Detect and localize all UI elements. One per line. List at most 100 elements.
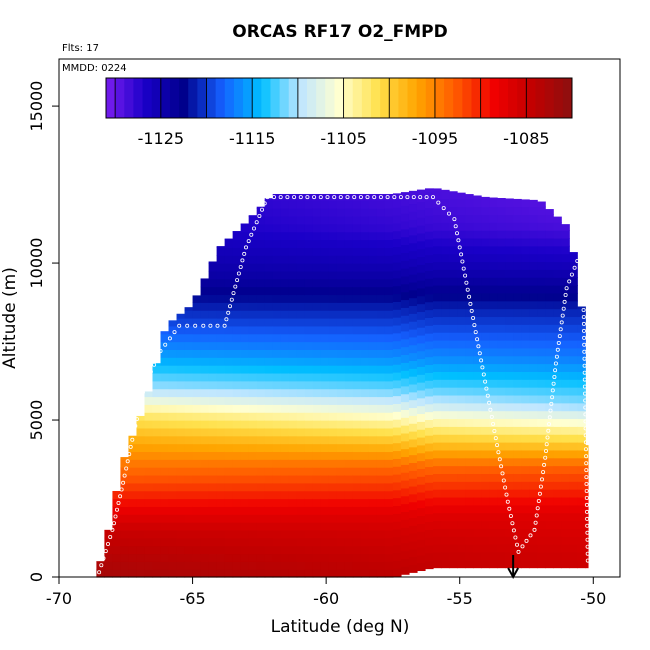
heatmap-cell bbox=[400, 385, 410, 395]
heatmap-cell bbox=[441, 222, 450, 231]
date-label: MMDD: 0224 bbox=[62, 63, 127, 74]
heatmap-cell bbox=[481, 520, 490, 529]
heatmap-cell bbox=[416, 554, 426, 564]
heatmap-cell bbox=[344, 561, 354, 570]
heatmap-cell bbox=[384, 490, 394, 500]
track-point bbox=[193, 323, 198, 328]
heatmap-cell bbox=[384, 514, 394, 523]
heatmap-cell bbox=[376, 255, 386, 264]
heatmap-cell bbox=[200, 286, 210, 296]
heatmap-cell bbox=[216, 498, 226, 507]
heatmap-cell bbox=[513, 363, 522, 372]
heatmap-cell bbox=[288, 412, 298, 421]
heatmap-cell bbox=[272, 427, 282, 437]
heatmap-cell bbox=[296, 396, 306, 405]
heatmap-cell bbox=[128, 506, 138, 515]
heatmap-cell bbox=[360, 498, 370, 507]
heatmap-cell bbox=[120, 537, 130, 547]
heatmap-cell bbox=[577, 442, 586, 451]
heatmap-cell bbox=[481, 536, 490, 545]
heatmap-cell bbox=[521, 379, 530, 388]
heatmap-cell bbox=[248, 404, 258, 413]
heatmap-cell bbox=[408, 297, 418, 307]
heatmap-cell bbox=[304, 427, 314, 437]
heatmap-cell bbox=[465, 481, 474, 490]
heatmap-cell bbox=[328, 490, 338, 500]
heatmap-cell bbox=[120, 457, 130, 460]
heatmap-cell bbox=[184, 435, 194, 445]
heatmap-cell bbox=[416, 539, 426, 548]
heatmap-cell bbox=[384, 522, 394, 531]
heatmap-cell bbox=[176, 506, 186, 515]
heatmap-cell bbox=[328, 388, 338, 398]
heatmap-cell bbox=[392, 207, 402, 216]
heatmap-cell bbox=[384, 561, 394, 570]
heatmap-cell bbox=[473, 473, 482, 482]
heatmap-cell bbox=[328, 255, 338, 264]
heatmap-cell bbox=[184, 333, 194, 343]
heatmap-cell bbox=[513, 434, 522, 443]
heatmap-cell bbox=[328, 239, 338, 248]
heatmap-cell bbox=[368, 208, 378, 217]
heatmap-cell bbox=[449, 394, 458, 404]
heatmap-cell bbox=[256, 388, 266, 398]
heatmap-cell bbox=[376, 380, 386, 390]
heatmap-cell bbox=[320, 215, 330, 225]
heatmap-cell bbox=[312, 333, 322, 343]
heatmap-cell bbox=[240, 349, 250, 358]
heatmap-cell bbox=[400, 205, 410, 214]
heatmap-cell bbox=[408, 517, 418, 526]
heatmap-cell bbox=[360, 467, 370, 476]
heatmap-cell bbox=[256, 270, 266, 280]
track-point bbox=[582, 370, 587, 375]
heatmap-cell bbox=[344, 365, 354, 374]
track-point bbox=[563, 292, 568, 297]
heatmap-cell bbox=[336, 365, 346, 374]
heatmap-cell bbox=[208, 333, 218, 343]
heatmap-cell bbox=[312, 239, 322, 248]
heatmap-cell bbox=[384, 341, 394, 350]
heatmap-cell bbox=[400, 550, 410, 560]
heatmap-cell bbox=[376, 435, 386, 445]
heatmap-cell bbox=[328, 270, 338, 280]
heatmap-cell bbox=[336, 522, 346, 531]
track-point bbox=[456, 238, 461, 243]
heatmap-cell bbox=[529, 496, 538, 506]
heatmap-cell bbox=[264, 451, 274, 460]
heatmap-cell bbox=[392, 199, 402, 208]
heatmap-cell bbox=[272, 333, 282, 343]
heatmap-cell bbox=[320, 396, 330, 405]
heatmap-cell bbox=[497, 528, 506, 537]
heatmap-cell bbox=[208, 294, 218, 303]
track-point bbox=[537, 491, 542, 496]
heatmap-cell bbox=[384, 223, 394, 233]
heatmap-cell bbox=[224, 318, 234, 327]
heatmap-cell bbox=[521, 520, 530, 529]
heatmap-cell bbox=[489, 347, 498, 357]
heatmap-cell bbox=[272, 263, 282, 272]
heatmap-cell bbox=[296, 278, 306, 288]
heatmap-cell bbox=[128, 451, 138, 460]
heatmap-cell bbox=[360, 404, 370, 413]
heatmap-cell bbox=[160, 443, 170, 453]
heatmap-cell bbox=[457, 551, 466, 561]
heatmap-cell bbox=[152, 451, 162, 460]
heatmap-cell bbox=[457, 434, 466, 443]
heatmap-cell bbox=[272, 318, 282, 327]
heatmap-cell bbox=[433, 387, 442, 396]
heatmap-cell bbox=[416, 507, 426, 517]
heatmap-cell bbox=[408, 203, 418, 212]
heatmap-cell bbox=[505, 308, 514, 318]
heatmap-cell bbox=[441, 332, 450, 341]
heatmap-cell bbox=[521, 387, 530, 396]
heatmap-cell bbox=[264, 553, 274, 562]
heatmap-cell bbox=[400, 479, 410, 489]
heatmap-cell bbox=[585, 551, 589, 561]
heatmap-cell bbox=[441, 316, 450, 325]
colorbar-segment bbox=[544, 78, 555, 118]
heatmap-cell bbox=[400, 472, 410, 481]
heatmap-cell bbox=[392, 301, 402, 310]
heatmap-cell bbox=[400, 448, 410, 458]
heatmap-cell bbox=[152, 522, 162, 531]
heatmap-cell bbox=[529, 544, 538, 553]
